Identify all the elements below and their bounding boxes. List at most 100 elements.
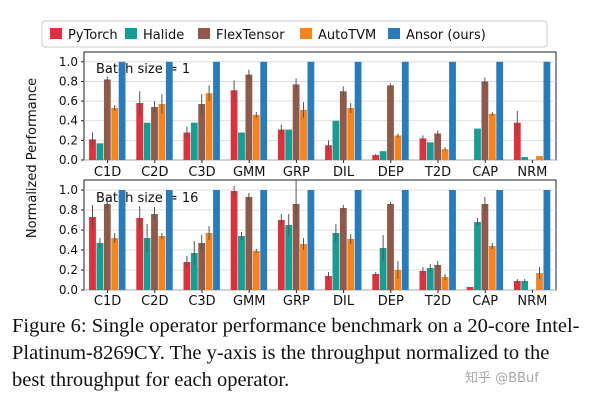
x-tick-label: CAP <box>472 165 498 180</box>
bar <box>426 142 434 160</box>
bar <box>158 236 166 290</box>
bar <box>151 214 158 290</box>
bar <box>111 238 119 290</box>
x-tick-label: C1D <box>94 294 121 309</box>
bar <box>394 270 402 290</box>
y-tick-label: 0.6 <box>59 223 78 237</box>
x-tick-label: C3D <box>188 165 215 180</box>
y-tick-label: 0.0 <box>59 153 78 167</box>
bar <box>536 156 543 160</box>
bar <box>292 204 300 290</box>
bar <box>394 135 402 160</box>
panel-label: Batch size = 1 <box>96 62 190 77</box>
bar <box>136 103 144 160</box>
bar <box>536 273 543 290</box>
bar <box>96 243 104 290</box>
bar <box>419 138 427 160</box>
bar <box>543 190 551 290</box>
bar <box>339 208 347 290</box>
bar <box>449 190 456 290</box>
bar <box>205 233 213 290</box>
bar <box>441 149 449 160</box>
legend-label: PyTorch <box>68 28 118 43</box>
benchmark-figure: PyTorch Halide FlexTensor AutoTVM Ansor (our… <box>25 20 557 309</box>
legend-swatch <box>198 28 210 39</box>
y-tick-label: 0.8 <box>59 203 78 217</box>
bar <box>387 204 394 290</box>
bar <box>434 133 442 160</box>
x-tick-label: DIL <box>333 165 355 180</box>
bar <box>307 61 315 161</box>
watermark: 知乎 @BBuf <box>465 371 539 386</box>
bar <box>332 120 340 160</box>
bar <box>213 61 220 161</box>
bar <box>354 190 362 290</box>
bar <box>488 246 496 290</box>
bar <box>449 61 456 161</box>
bar <box>372 274 380 290</box>
bar <box>401 61 409 161</box>
bar <box>238 132 245 160</box>
x-tick-label: T2D <box>424 294 451 309</box>
y-tick-label: 0.4 <box>59 114 78 128</box>
x-tick-label: C2D <box>141 165 168 180</box>
bar <box>158 104 166 160</box>
bar <box>401 190 409 290</box>
legend-swatch <box>300 28 312 39</box>
bar <box>111 107 119 160</box>
bar <box>213 190 220 290</box>
bar <box>419 271 427 290</box>
legend-swatch <box>125 28 137 39</box>
bar <box>190 253 198 290</box>
legend-label: AutoTVM <box>318 28 376 43</box>
bar <box>379 151 387 160</box>
bar <box>143 238 151 290</box>
bar <box>292 84 300 160</box>
bar <box>513 281 521 290</box>
bar <box>245 74 253 160</box>
y-tick-label: 0.8 <box>59 74 78 88</box>
chart-panel: 0.0 0.2 0.4 0.6 0.8 1.0 Batch size = 1 C1D C2D C3… <box>59 51 557 180</box>
x-tick-label: T2D <box>424 165 451 180</box>
bar <box>245 197 253 290</box>
bar <box>260 190 268 290</box>
bar <box>521 157 529 160</box>
legend-swatch <box>50 28 62 39</box>
bar <box>230 90 238 160</box>
bar <box>165 61 173 161</box>
legend-box <box>41 20 548 48</box>
legend-label: FlexTensor <box>216 28 285 43</box>
y-tick-label: 0.2 <box>59 263 78 277</box>
bar <box>300 244 307 290</box>
bar <box>165 190 173 290</box>
bar <box>198 104 206 160</box>
x-tick-label: GRP <box>283 165 310 180</box>
bar <box>89 217 96 290</box>
bar <box>441 277 449 290</box>
bar <box>277 220 285 290</box>
y-tick-label: 0.4 <box>59 243 78 257</box>
bar <box>521 281 529 290</box>
bar <box>118 61 126 161</box>
bar <box>183 132 191 160</box>
bar <box>481 81 489 160</box>
bar <box>252 251 260 290</box>
x-tick-label: DEP <box>378 294 404 309</box>
legend-label: Ansor (ours) <box>406 28 486 43</box>
bar <box>252 114 260 160</box>
bar <box>103 79 111 160</box>
x-tick-label: DIL <box>333 294 355 309</box>
y-tick-label: 1.0 <box>59 55 78 69</box>
bar <box>332 233 340 290</box>
x-tick-label: C3D <box>188 294 215 309</box>
bar <box>238 236 245 290</box>
bar <box>513 122 521 160</box>
y-tick-label: 0.0 <box>59 283 78 297</box>
bar <box>300 109 307 160</box>
bar <box>474 128 481 160</box>
x-tick-label: CAP <box>472 294 498 309</box>
x-tick-label: DEP <box>378 165 404 180</box>
x-tick-label: GMM <box>233 165 266 180</box>
chart-panel: 0.0 0.2 0.4 0.6 0.8 1.0 Batch size = 16 C1D C2D C… <box>59 179 557 309</box>
legend-swatch <box>388 28 400 39</box>
